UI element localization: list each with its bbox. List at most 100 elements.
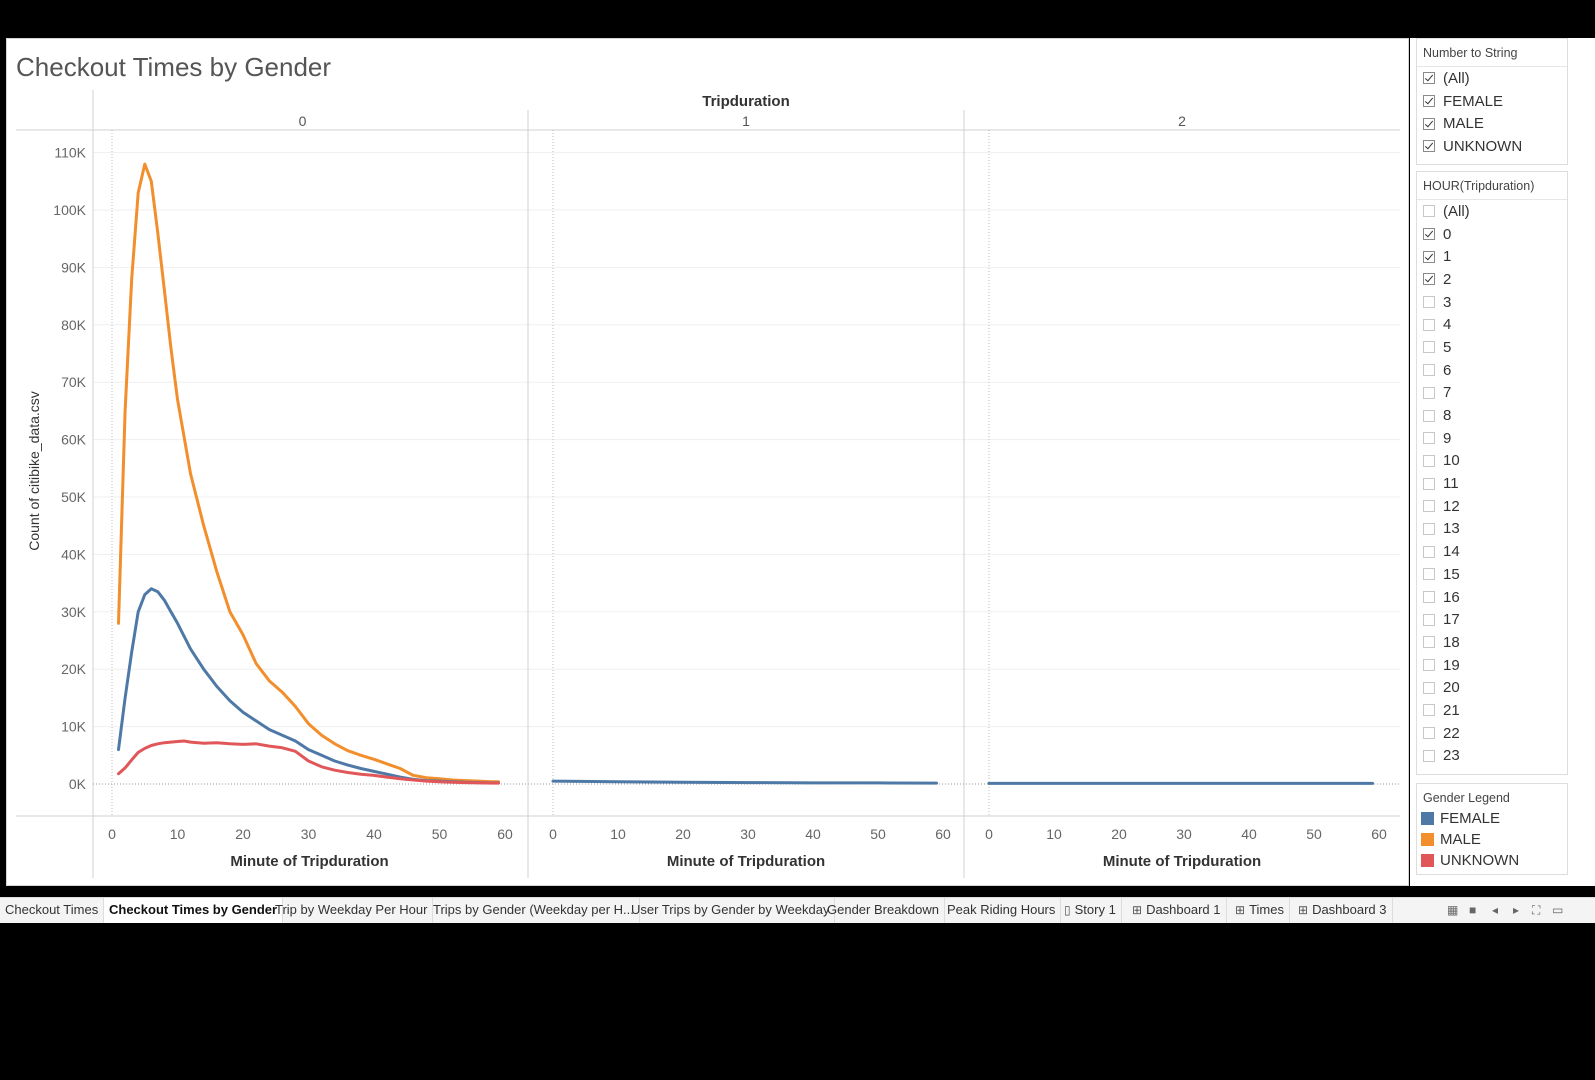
- filter-option[interactable]: (All): [1417, 67, 1567, 90]
- checkbox-unchecked[interactable]: [1423, 636, 1435, 649]
- filter-option[interactable]: 23: [1417, 745, 1567, 768]
- filter-option-label: (All): [1443, 202, 1470, 220]
- checkbox-checked[interactable]: [1423, 273, 1435, 286]
- sheet-tab[interactable]: Trips by Gender (Weekday per H...: [428, 898, 640, 923]
- prev-sheet-icon[interactable]: ◂: [1492, 903, 1499, 917]
- filter-option[interactable]: 16: [1417, 586, 1567, 609]
- filter-option[interactable]: 15: [1417, 563, 1567, 586]
- filter-option[interactable]: 0: [1417, 223, 1567, 246]
- show-filmstrip-icon[interactable]: ▦: [1447, 903, 1459, 917]
- checkbox-checked[interactable]: [1423, 140, 1435, 153]
- legend-item[interactable]: MALE: [1417, 829, 1567, 850]
- legend-label: FEMALE: [1440, 810, 1501, 827]
- sheet-tab-bar: Checkout Times Checkout Times by Gender Tr…: [0, 897, 1595, 923]
- filter-option-label: 3: [1443, 293, 1452, 311]
- filter-card-gender: Number to String (All) FEMALE MALE UNKNOWN: [1416, 38, 1568, 165]
- checkbox-unchecked[interactable]: [1423, 727, 1435, 740]
- filter-option-label: 11: [1443, 475, 1459, 493]
- filter-option[interactable]: 21: [1417, 699, 1567, 722]
- x-tick-label: 20: [1111, 826, 1127, 842]
- checkbox-checked[interactable]: [1423, 95, 1435, 108]
- checkbox-unchecked[interactable]: [1423, 341, 1435, 354]
- filter-option[interactable]: 22: [1417, 722, 1567, 745]
- x-axis-title: Minute of Tripduration: [667, 853, 825, 870]
- filter-option[interactable]: 9: [1417, 427, 1567, 450]
- checkbox-unchecked[interactable]: [1423, 296, 1435, 309]
- checkbox-checked[interactable]: [1423, 117, 1435, 130]
- checkbox-unchecked[interactable]: [1423, 205, 1435, 218]
- checkbox-unchecked[interactable]: [1423, 522, 1435, 535]
- checkbox-unchecked[interactable]: [1423, 500, 1435, 513]
- filter-option[interactable]: UNKNOWN: [1417, 135, 1567, 158]
- filter-option[interactable]: FEMALE: [1417, 90, 1567, 113]
- filter-option-label: 0: [1443, 225, 1452, 243]
- checkbox-unchecked[interactable]: [1423, 613, 1435, 626]
- checkbox-unchecked[interactable]: [1423, 545, 1435, 558]
- sheet-tab[interactable]: ⊞ Times: [1230, 898, 1290, 923]
- checkbox-unchecked[interactable]: [1423, 477, 1435, 490]
- filter-option[interactable]: 17: [1417, 608, 1567, 631]
- filter-option[interactable]: 7: [1417, 382, 1567, 405]
- y-tick-label: 100K: [53, 202, 86, 218]
- checkbox-unchecked[interactable]: [1423, 364, 1435, 377]
- x-tick-label: 0: [549, 826, 557, 842]
- x-axis-title: Minute of Tripduration: [1103, 853, 1261, 870]
- show-tabs-icon[interactable]: ■: [1469, 903, 1477, 917]
- filter-title: Number to String: [1417, 39, 1567, 67]
- filter-option[interactable]: 20: [1417, 676, 1567, 699]
- legend-item[interactable]: UNKNOWN: [1417, 850, 1567, 871]
- checkbox-unchecked[interactable]: [1423, 568, 1435, 581]
- checkbox-unchecked[interactable]: [1423, 681, 1435, 694]
- filter-option[interactable]: 19: [1417, 654, 1567, 677]
- filter-option-label: 23: [1443, 747, 1460, 765]
- sheet-tab-label: Trips by Gender (Weekday per H...: [433, 902, 634, 917]
- sheet-tab[interactable]: Trip by Weekday Per Hour: [270, 898, 434, 923]
- filter-option[interactable]: 5: [1417, 336, 1567, 359]
- checkbox-unchecked[interactable]: [1423, 591, 1435, 604]
- filter-option[interactable]: 11: [1417, 472, 1567, 495]
- filter-option[interactable]: 13: [1417, 518, 1567, 541]
- sheet-tab[interactable]: ⊞ Dashboard 3: [1293, 898, 1393, 923]
- filter-option[interactable]: 4: [1417, 313, 1567, 336]
- checkbox-unchecked[interactable]: [1423, 409, 1435, 422]
- filter-option[interactable]: (All): [1417, 200, 1567, 223]
- x-tick-label: 60: [1371, 826, 1387, 842]
- presentation-icon[interactable]: ▭: [1552, 903, 1564, 917]
- sheet-tab[interactable]: Checkout Times by Gender: [104, 898, 284, 923]
- filter-option[interactable]: 1: [1417, 245, 1567, 268]
- filter-option[interactable]: 10: [1417, 450, 1567, 473]
- sheet-tab[interactable]: Gender Breakdown: [822, 898, 946, 923]
- filter-option[interactable]: 12: [1417, 495, 1567, 518]
- sheet-tab[interactable]: ⊞ Dashboard 1: [1127, 898, 1227, 923]
- checkbox-checked[interactable]: [1423, 250, 1435, 263]
- filter-option[interactable]: 18: [1417, 631, 1567, 654]
- filter-option[interactable]: 6: [1417, 359, 1567, 382]
- filter-option[interactable]: 2: [1417, 268, 1567, 291]
- checkbox-unchecked[interactable]: [1423, 454, 1435, 467]
- checkbox-unchecked[interactable]: [1423, 386, 1435, 399]
- checkbox-unchecked[interactable]: [1423, 749, 1435, 762]
- checkbox-checked[interactable]: [1423, 228, 1435, 241]
- y-tick-label: 70K: [61, 374, 87, 390]
- filter-option-label: 8: [1443, 407, 1452, 425]
- checkbox-unchecked[interactable]: [1423, 659, 1435, 672]
- filter-option-label: 1: [1443, 248, 1452, 266]
- sheet-tab[interactable]: Peak Riding Hours: [942, 898, 1062, 923]
- filter-option[interactable]: 14: [1417, 540, 1567, 563]
- sheet-tab[interactable]: User Trips by Gender by Weekday: [626, 898, 836, 923]
- checkbox-unchecked[interactable]: [1423, 318, 1435, 331]
- sheet-tab[interactable]: ▯ Story 1: [1059, 898, 1122, 923]
- filter-option-label: 5: [1443, 338, 1452, 356]
- checkbox-checked[interactable]: [1423, 72, 1435, 85]
- checkbox-unchecked[interactable]: [1423, 432, 1435, 445]
- filter-option[interactable]: MALE: [1417, 112, 1567, 135]
- sheet-tab[interactable]: Checkout Times: [0, 898, 105, 923]
- filter-option-label: 18: [1443, 633, 1460, 651]
- checkbox-unchecked[interactable]: [1423, 704, 1435, 717]
- filter-option[interactable]: 8: [1417, 404, 1567, 427]
- x-tick-label: 40: [805, 826, 821, 842]
- legend-item[interactable]: FEMALE: [1417, 808, 1567, 829]
- fullscreen-icon[interactable]: ⛶: [1532, 903, 1541, 917]
- filter-option[interactable]: 3: [1417, 291, 1567, 314]
- next-sheet-icon[interactable]: ▸: [1513, 903, 1520, 917]
